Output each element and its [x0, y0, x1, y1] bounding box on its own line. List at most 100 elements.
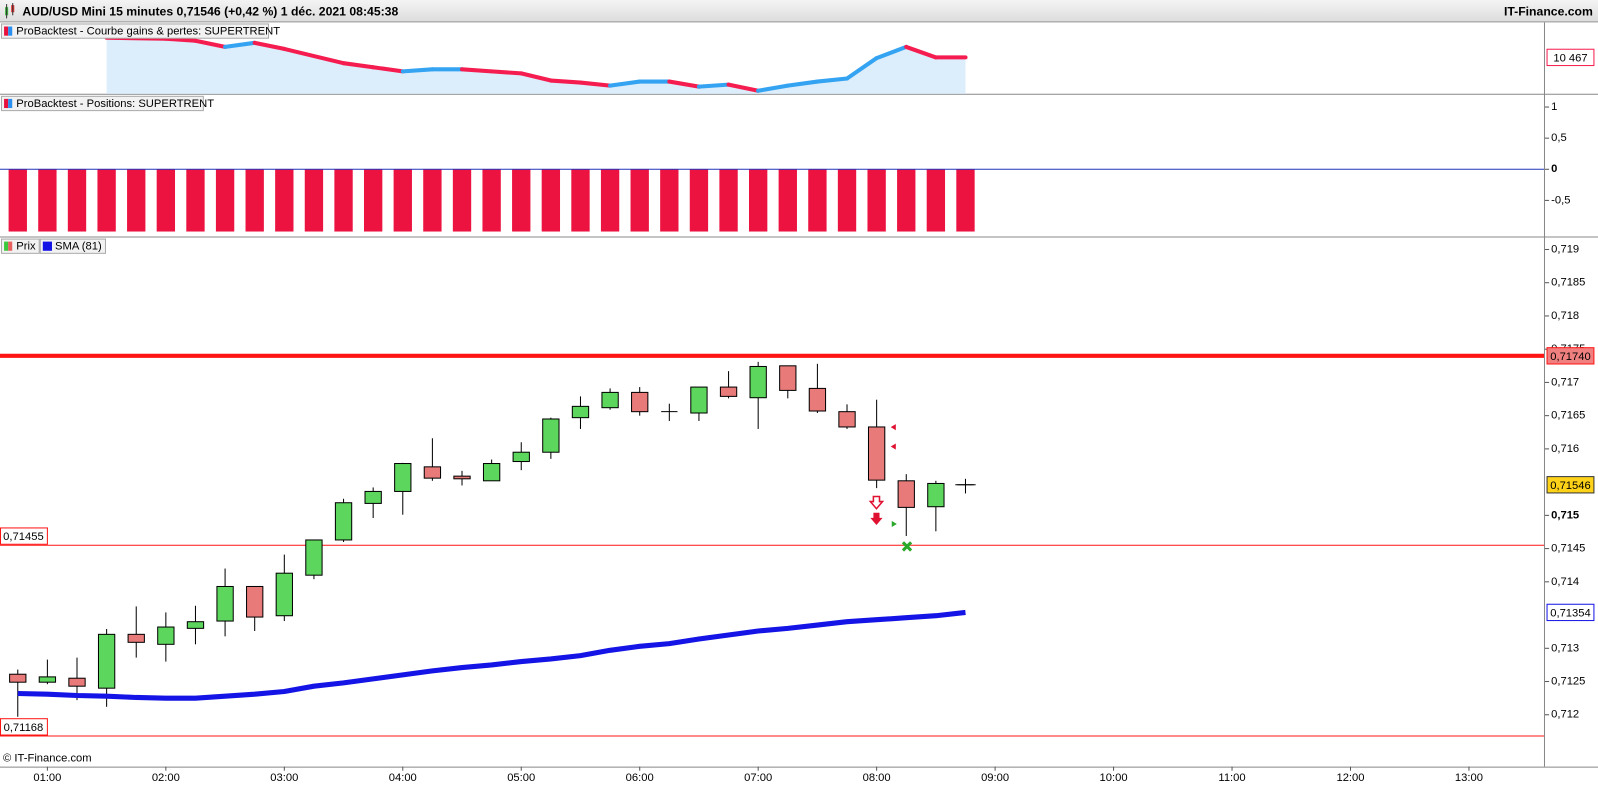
equity-segment — [519, 71, 553, 83]
level-label: 0,71168 — [4, 722, 44, 734]
equity-segment — [726, 82, 761, 93]
level-label-box — [1546, 347, 1595, 365]
candle-body — [97, 633, 116, 689]
y-tick-label: 0,719 — [1551, 243, 1579, 255]
candle-body — [423, 466, 442, 479]
position-bar — [867, 169, 886, 232]
legend-positions: ProBacktest - Positions: SUPERTRENT — [1, 95, 214, 112]
position-bar — [897, 169, 916, 232]
candle-body — [246, 585, 264, 618]
equity-segment — [578, 80, 613, 88]
position-bar — [956, 169, 975, 232]
x-tick-label: 05:00 — [507, 772, 535, 784]
position-bar — [719, 169, 738, 232]
candle-body — [305, 539, 323, 576]
equity-segment — [756, 83, 790, 93]
header-bar — [0, 0, 1598, 23]
candle-body — [38, 676, 57, 683]
header-icon — [5, 3, 15, 19]
candle-body — [9, 673, 27, 683]
equity-segment — [696, 82, 731, 89]
equity-segment — [904, 44, 938, 60]
legend-label: Prix — [16, 241, 36, 253]
position-bar — [363, 169, 383, 232]
equity-segment — [844, 56, 879, 81]
level-label: 0,71740 — [1550, 351, 1590, 363]
x-tick-label: 03:00 — [270, 772, 298, 784]
y-tick-label: -0,5 — [1551, 194, 1570, 206]
equity-segment — [371, 65, 405, 74]
candle-body — [867, 426, 886, 481]
equity-segment — [815, 76, 850, 84]
candle-body — [186, 621, 205, 629]
position-bar — [275, 169, 294, 232]
trade-signals — [868, 424, 913, 552]
position-bar — [748, 169, 768, 232]
position-bar — [156, 169, 176, 232]
candle-body — [690, 386, 708, 414]
position-bar — [67, 169, 87, 232]
position-bar — [393, 169, 412, 232]
plot-layer: 10,50-0,50,7190,71850,7180,71750,7170,71… — [0, 35, 1595, 784]
position-bar — [8, 169, 27, 232]
position-bar — [215, 169, 235, 232]
position-bar — [127, 169, 146, 232]
position-bar — [423, 169, 442, 232]
position-bar — [808, 169, 827, 232]
position-bar — [541, 169, 561, 232]
position-bar — [837, 169, 857, 232]
equity-segment — [608, 79, 642, 88]
y-tick-label: 0,715 — [1551, 509, 1579, 521]
candle-body — [808, 387, 827, 412]
legend-label: ProBacktest - Positions: SUPERTRENT — [16, 98, 214, 110]
candle-body — [482, 463, 501, 482]
legend-price: Prix SMA (81) — [1, 238, 106, 254]
position-bar — [571, 169, 590, 232]
position-bar — [452, 169, 472, 232]
last-value-label-box — [1546, 48, 1595, 67]
position-bar — [630, 169, 649, 232]
current-price-label-box — [1546, 476, 1595, 494]
equity-segment — [252, 40, 287, 51]
y-tick-label: 1 — [1551, 101, 1557, 113]
x-tick-label: 04:00 — [389, 772, 417, 784]
candle-body — [779, 365, 797, 391]
equity-segment — [489, 69, 524, 76]
y-tick-label: 0,713 — [1551, 642, 1579, 654]
level-label: 0,71455 — [3, 531, 43, 543]
equity-segment — [341, 61, 376, 70]
candle-body — [631, 391, 649, 413]
y-tick-label: 0,718 — [1551, 310, 1579, 322]
candle-body — [719, 386, 738, 397]
candle-body — [838, 411, 856, 428]
y-tick-label: 0,717 — [1551, 376, 1579, 388]
position-bar — [38, 169, 57, 232]
x-tick-label: 02:00 — [152, 772, 180, 784]
position-bar — [600, 169, 620, 232]
x-tick-label: 13:00 — [1455, 772, 1483, 784]
y-tick-label: 0 — [1551, 163, 1557, 175]
x-tick-label: 11:00 — [1218, 772, 1245, 784]
header-title: AUD/USD Mini 15 minutes 0,71546 (+0,42 %… — [22, 4, 398, 18]
position-bar — [304, 169, 324, 232]
equity-segment — [459, 67, 494, 74]
header-brand: IT-Finance.com — [1504, 4, 1593, 18]
equity-segment — [223, 40, 257, 49]
x-tick-label: 01:00 — [33, 772, 61, 784]
candle-body — [157, 626, 175, 645]
position-bar — [512, 169, 531, 232]
sma-value-label-box — [1546, 603, 1595, 622]
candle-body — [601, 391, 619, 409]
candle-body — [364, 490, 382, 504]
x-tick-label: 06:00 — [626, 772, 654, 784]
level-label-box — [0, 718, 48, 736]
position-bar — [778, 169, 797, 232]
position-bar — [689, 169, 709, 232]
candle-body — [927, 482, 945, 508]
candle-body — [394, 463, 412, 492]
candle-body — [216, 585, 234, 622]
legend-label: SMA (81) — [55, 241, 102, 253]
x-tick-label: 09:00 — [981, 772, 1009, 784]
candle-body — [275, 572, 293, 617]
